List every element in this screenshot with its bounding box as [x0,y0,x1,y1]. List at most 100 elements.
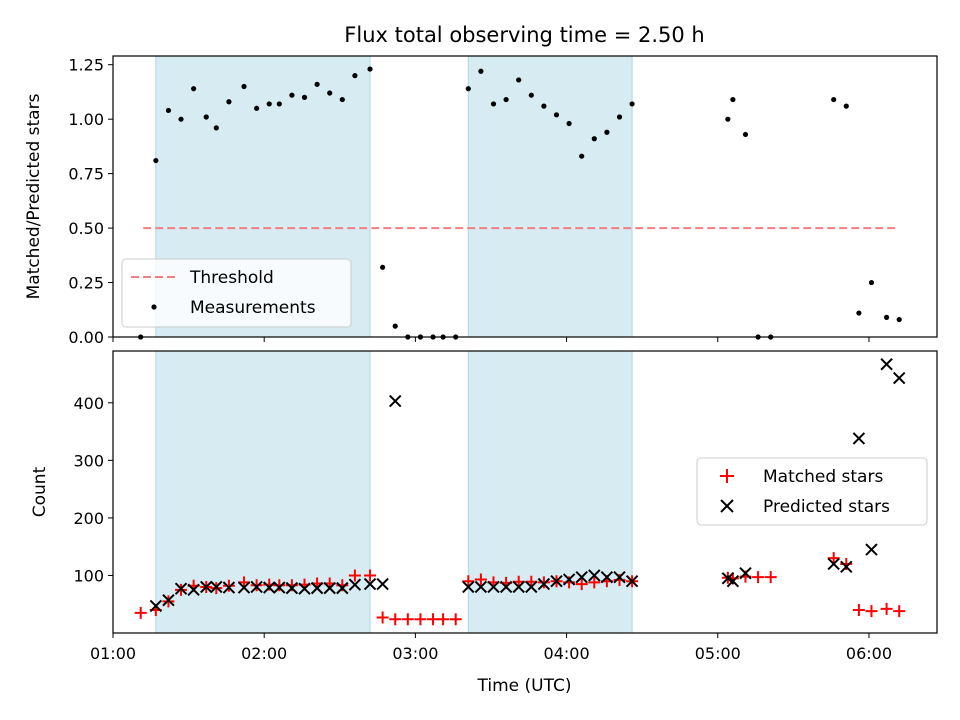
measurement-point [276,101,282,107]
y-tick-label: 400 [73,394,104,413]
predicted-star-point [892,371,906,385]
measurement-point [339,96,345,103]
matched-star-point [348,569,361,582]
predicted-star-point [726,574,740,588]
measurement-point [490,101,497,107]
predicted-star-point [474,580,488,594]
matched-star-point [364,569,377,582]
predicted-star-point [625,574,639,588]
y-tick-label: 0.75 [68,165,104,184]
predicted-star-point [389,394,402,408]
measurement-point [191,86,197,92]
observing-spans-bottom [155,350,633,634]
measurement-point [327,90,333,96]
measurement-point [314,81,320,87]
y-tick-label: 0.50 [68,219,104,238]
matched-star-point [427,613,440,626]
predicted-star-point [285,581,299,595]
x-tick-label: 05:00 [695,644,741,663]
matched-star-point [575,578,588,591]
matched-star-point [852,603,865,616]
matched-star-point [588,576,601,589]
count-panel: 100 200 300 400 01:00 02:00 03:00 04:00 05:00 06… [30,350,938,696]
matched-star-point [273,579,286,592]
predicted-star-point [363,577,377,591]
predicted-star-point [222,581,236,594]
chart-title: Flux total observing time = 2.50 h [344,23,704,47]
x-tick-label: 03:00 [392,644,438,663]
matched-star-point [893,605,906,618]
measurement-point [725,116,731,122]
matched-star-point [222,579,235,592]
measurement-point [730,96,736,103]
predicted-star-point [840,560,853,574]
predicted-star-point [852,432,866,445]
top-y-axis-label: Matched/Predicted stars [24,93,44,299]
measurement-point [478,68,484,74]
top-legend-box [121,258,352,328]
predicted-star-point [273,581,286,594]
measurement-point [579,153,585,159]
measurement-point [868,279,875,286]
predicted-star-point [187,583,200,597]
matched-star-point [376,611,389,624]
x-tick-label: 02:00 [241,644,287,663]
measurement-point [831,96,837,103]
predicted-star-point [562,573,576,586]
measurement-point [884,314,890,320]
matched-star-point [414,613,427,626]
y-tick-label: 300 [73,451,104,470]
measurement-point [503,96,509,103]
predicted-star-point [162,593,175,607]
measurement-point [516,77,522,83]
measurement-point [566,120,572,127]
predicted-star-point [336,581,349,595]
y-tick-label: 100 [73,566,104,585]
measurement-point [465,86,471,92]
measurement-point [266,101,272,107]
predicted-star-point [487,580,500,594]
matched-star-point [827,552,840,565]
predicted-star-point [512,580,525,594]
legend-predicted-label: Predicted stars [763,497,890,517]
predicted-star-point [298,582,311,595]
matched-star-point [764,571,777,584]
legend-matched-label: Matched stars [763,467,883,487]
top-legend: Threshold Measurements [121,258,352,328]
top-y-axis: 0.00 0.25 0.50 0.75 1.00 1.25 [68,56,113,347]
predicted-star-point [174,582,188,595]
measurement-point [742,131,749,138]
top-x-axis [112,337,870,342]
shaded-span-1 [155,350,371,634]
measurement-point [553,112,560,118]
predicted-star-point [237,581,251,594]
measurement-point [616,114,623,120]
legend-matched-swatch [720,469,734,483]
matched-star-point [474,573,487,586]
predicted-star-point [210,580,223,594]
predicted-star-point [200,580,213,594]
measurement-point [226,99,232,105]
measurement-point [213,125,219,131]
matched-star-point [401,613,414,626]
measurement-point [392,323,398,329]
bottom-y-axis-label: Count [30,466,50,517]
measurement-point [380,264,386,270]
measurement-point [856,310,862,316]
y-tick-label: 200 [73,509,104,528]
measurement-point [591,136,597,142]
matched-star-point [389,613,402,626]
predicted-star-point [613,570,626,584]
observing-spans [155,55,633,338]
measurement-point [178,116,184,122]
ratio-panel: 0.00 0.25 0.50 0.75 1.00 1.25 Matched/Predict… [24,55,938,347]
predicted-star-point [149,599,163,613]
measurement-point [843,103,849,109]
measurement-point [289,92,295,98]
bottom-y-axis: 100 200 300 400 [73,394,113,585]
predicted-star-point [376,577,389,591]
x-tick-label: 01:00 [90,644,136,663]
y-tick-label: 1.00 [68,110,104,129]
bottom-legend-box [696,457,928,526]
